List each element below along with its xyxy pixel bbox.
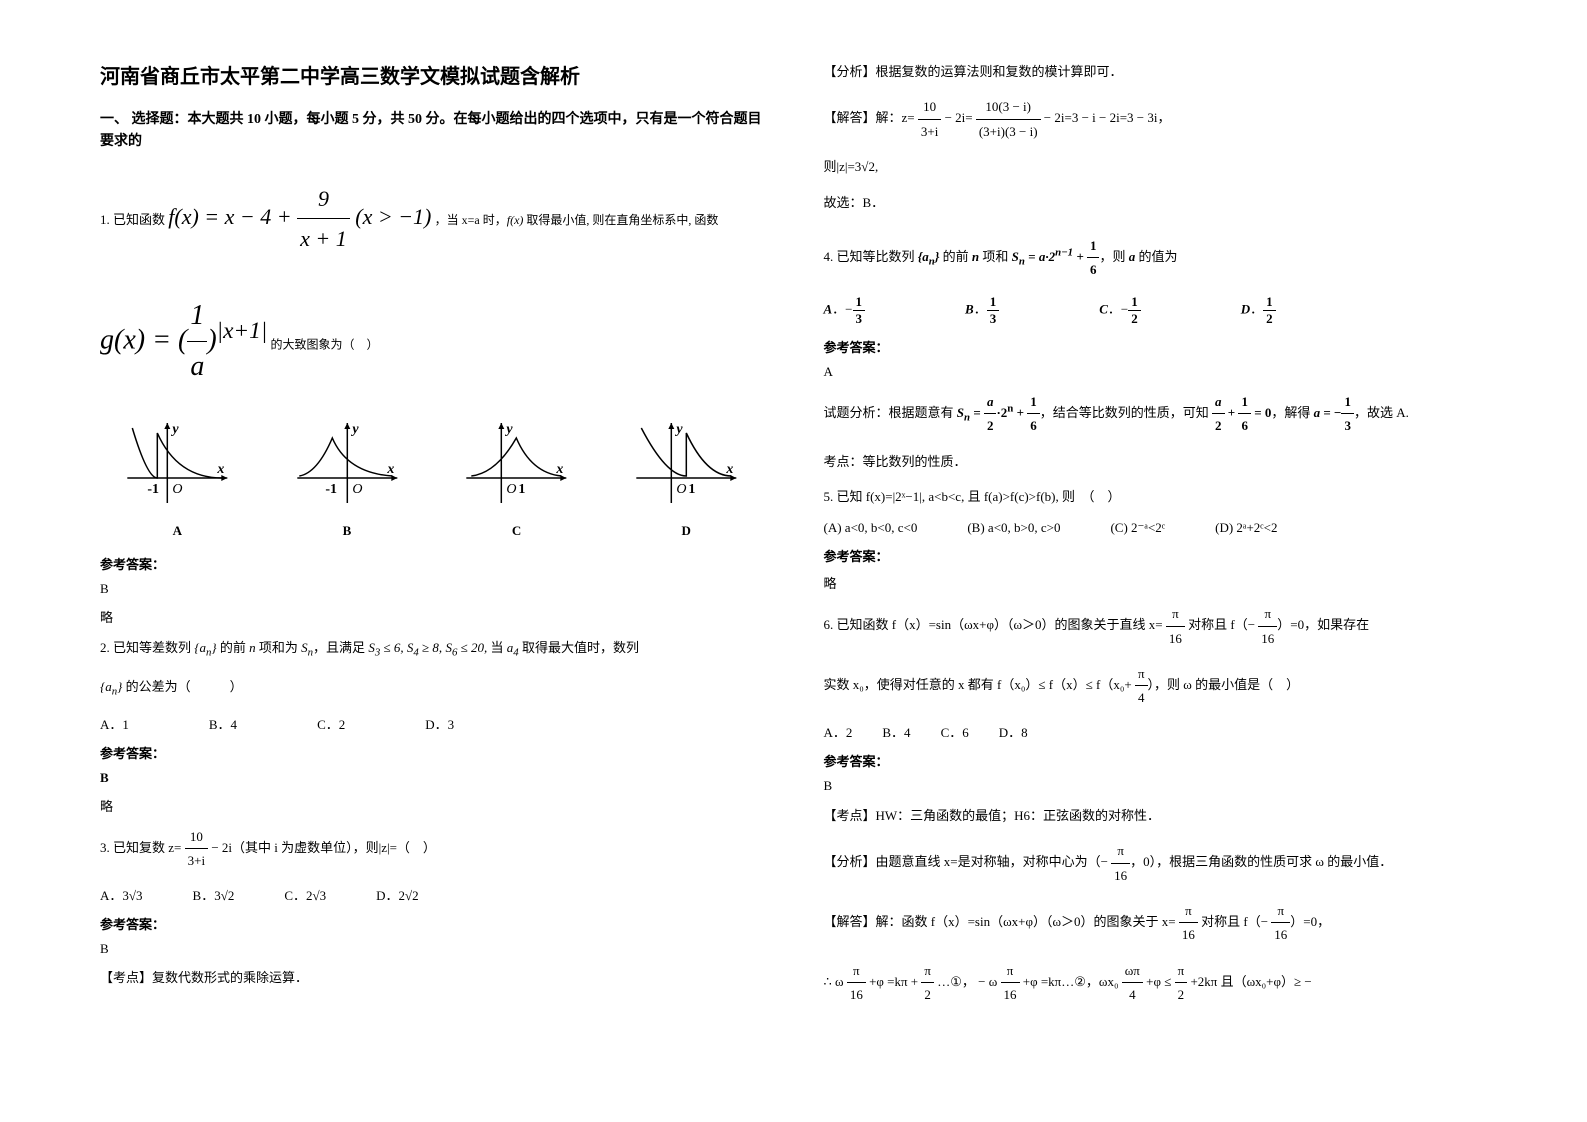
- q1-prefix: 1. 已知函数: [100, 212, 165, 227]
- q3-analysis1: 【分析】根据复数的运算法则和复数的模计算即可．: [824, 60, 1488, 83]
- graph-a-svg: -1 O x y: [100, 418, 255, 518]
- q4-options: A．−13 B．13 C．−12 D．12: [824, 294, 1488, 327]
- graph-c-svg: O 1 x y: [439, 418, 594, 518]
- graph-b-svg: -1 O x y: [270, 418, 425, 518]
- q5-opt-d: (D) 2ᵃ+2ᶜ<2: [1215, 520, 1277, 536]
- q4-opt-c: C．−12: [1099, 294, 1141, 327]
- q6-opt-d: D．8: [999, 722, 1028, 741]
- document-title: 河南省商丘市太平第二中学高三数学文模拟试题含解析: [100, 60, 764, 89]
- svg-text:y: y: [350, 422, 359, 437]
- left-column: 河南省商丘市太平第二中学高三数学文模拟试题含解析 一、 选择题：本大题共 10 …: [100, 60, 764, 1019]
- q5-opt-c: (C) 2⁻ᵃ<2ᶜ: [1110, 520, 1165, 536]
- q6-answer: B: [824, 778, 1488, 794]
- q2-options: A．1 B．4 C．2 D．3: [100, 714, 764, 733]
- q3-answer-label: 参考答案：: [100, 914, 764, 933]
- svg-text:y: y: [505, 422, 514, 437]
- q3-analysis4: 故选：B．: [824, 191, 1488, 214]
- svg-text:x: x: [216, 462, 224, 477]
- q6-analysis3: ∴ ω π16 +φ =kπ + π2 …①， − ω π16 +φ =kπ…②…: [824, 959, 1488, 1007]
- q3-opt-d: D．2√2: [376, 885, 419, 904]
- question-6: 6. 已知函数 f（x）=sin（ωx+φ）（ω＞0）的图象关于直线 x= π1…: [824, 602, 1488, 650]
- q3-opt-b: B．3√2: [193, 885, 235, 904]
- question-3: 3. 已知复数 z= 103+i − 2i（其中 i 为虚数单位），则|z|=（…: [100, 825, 764, 873]
- q5-opt-a: (A) a<0, b<0, c<0: [824, 520, 918, 536]
- svg-text:O: O: [507, 482, 517, 497]
- q6-answer-label: 参考答案：: [824, 751, 1488, 770]
- right-column: 【分析】根据复数的运算法则和复数的模计算即可． 【解答】解：z= 103+i −…: [824, 60, 1488, 1019]
- q3-point: 【考点】复数代数形式的乘除运算．: [100, 967, 764, 986]
- q3-answer: B: [100, 941, 764, 957]
- question-2: 2. 已知等差数列 {an} 的前 n 项和为 Sn，且满足 S3 ≤ 6, S…: [100, 636, 764, 663]
- graph-b: -1 O x y B: [270, 418, 425, 539]
- q2-text: 2. 已知等差数列 {an} 的前 n 项和为 Sn，且满足 S3 ≤ 6, S…: [100, 640, 639, 655]
- graph-c-label: C: [439, 523, 594, 539]
- q1-formula-row: g(x) = (1a)|x+1| 的大致图象为（ ）: [100, 281, 764, 403]
- svg-text:O: O: [172, 482, 182, 497]
- q2-opt-b: B．4: [209, 714, 237, 733]
- q1-answer2: 略: [100, 607, 764, 626]
- q4-answer-label: 参考答案：: [824, 337, 1488, 356]
- q1-answer: B: [100, 581, 764, 597]
- q5-answer-label: 参考答案：: [824, 546, 1488, 565]
- svg-text:1: 1: [519, 482, 526, 497]
- q1-formula2: g(x) = (1a)|x+1|: [100, 291, 267, 393]
- question-5: 5. 已知 f(x)=|2ˣ−1|, a<b<c, 且 f(a)>f(c)>f(…: [824, 485, 1488, 508]
- svg-text:O: O: [676, 482, 686, 497]
- graph-options: -1 O x y A -1 O x y: [100, 418, 764, 539]
- q2-answer-label: 参考答案：: [100, 743, 764, 762]
- svg-text:y: y: [674, 422, 683, 437]
- q4-opt-a: A．−13: [824, 294, 866, 327]
- q6-analysis1: 【分析】由题意直线 x=是对称轴，对称中心为（− π16，0），根据三角函数的性…: [824, 839, 1488, 887]
- svg-text:-1: -1: [147, 482, 159, 497]
- q2-opt-a: A．1: [100, 714, 129, 733]
- q1-answer-label: 参考答案：: [100, 554, 764, 573]
- svg-text:-1: -1: [325, 482, 337, 497]
- q2-opt-c: C．2: [317, 714, 345, 733]
- q5-answer: 略: [824, 573, 1488, 592]
- q1-formula1: f(x) = x − 4 + 9x + 1 (x > −1): [168, 179, 431, 259]
- q4-point: 考点：等比数列的性质．: [824, 450, 1488, 473]
- q1-suffix: 的大致图象为（ ）: [271, 337, 379, 351]
- q6-opt-c: C．6: [941, 722, 969, 741]
- q6-options: A．2 B．4 C．6 D．8: [824, 722, 1488, 741]
- q6-opt-b: B．4: [882, 722, 910, 741]
- q1-middle: ，当 x=a 时，f(x) 取得最小值, 则在直角坐标系中, 函数: [435, 213, 719, 227]
- graph-b-label: B: [270, 523, 425, 539]
- q5-opt-b: (B) a<0, b>0, c>0: [967, 520, 1060, 536]
- question-4: 4. 已知等比数列 {an} 的前 n 项和 Sn = a·2n−1 + 16，…: [824, 234, 1488, 282]
- q3-opt-a: A．3√3: [100, 885, 143, 904]
- q2-answer: B: [100, 770, 764, 786]
- question-1: 1. 已知函数 f(x) = x − 4 + 9x + 1 (x > −1) ，…: [100, 169, 764, 269]
- q4-analysis: 试题分析：根据题意有 Sn = a2·2n + 16，结合等比数列的性质，可知 …: [824, 390, 1488, 438]
- q2-text2: {an} 的公差为（ ）: [100, 675, 764, 702]
- graph-a: -1 O x y A: [100, 418, 255, 539]
- graph-a-label: A: [100, 523, 255, 539]
- q6-opt-a: A．2: [824, 722, 853, 741]
- graph-d-label: D: [609, 523, 764, 539]
- svg-text:1: 1: [688, 482, 695, 497]
- q3-analysis2: 【解答】解：z= 103+i − 2i= 10(3 − i)(3+i)(3 − …: [824, 95, 1488, 143]
- q4-opt-b: B．13: [965, 294, 999, 327]
- q4-answer: A: [824, 364, 1488, 380]
- svg-text:O: O: [352, 482, 362, 497]
- q6-text2: 实数 x₀，使得对任意的 x 都有 f（x₀）≤ f（x）≤ f（x₀+ π4）…: [824, 662, 1488, 710]
- q6-analysis2: 【解答】解：函数 f（x）=sin（ωx+φ）（ω＞0）的图象关于 x= π16…: [824, 899, 1488, 947]
- q3-options: A．3√3 B．3√2 C．2√3 D．2√2: [100, 885, 764, 904]
- q6-point: 【考点】HW：三角函数的最值；H6：正弦函数的对称性．: [824, 804, 1488, 827]
- q5-options: (A) a<0, b<0, c<0 (B) a<0, b>0, c>0 (C) …: [824, 520, 1488, 536]
- q3-opt-c: C．2√3: [284, 885, 326, 904]
- svg-text:y: y: [170, 422, 179, 437]
- svg-text:x: x: [725, 462, 733, 477]
- svg-text:x: x: [556, 462, 564, 477]
- q3-analysis3: 则|z|=3√2,: [824, 155, 1488, 178]
- graph-d-svg: O 1 x y: [609, 418, 764, 518]
- q2-opt-d: D．3: [425, 714, 454, 733]
- q4-opt-d: D．12: [1241, 294, 1276, 327]
- graph-c: O 1 x y C: [439, 418, 594, 539]
- section-header: 一、 选择题：本大题共 10 小题，每小题 5 分，共 50 分。在每小题给出的…: [100, 109, 764, 154]
- graph-d: O 1 x y D: [609, 418, 764, 539]
- q2-answer2: 略: [100, 796, 764, 815]
- svg-text:x: x: [386, 462, 394, 477]
